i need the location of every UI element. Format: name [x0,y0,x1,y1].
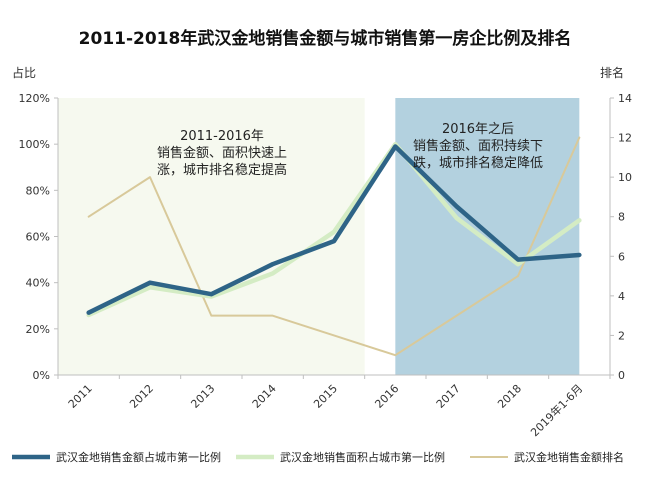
x-tick-label: 2012 [127,382,156,411]
annotation-1-line: 2011-2016年 [180,129,264,144]
chart-title: 2011-2018年武汉金地销售金额与城市销售第一房企比例及排名 [78,29,572,49]
y-right-tick-label: 8 [618,211,625,224]
y-right-tick-label: 12 [618,132,632,145]
x-tick-label: 2015 [311,382,340,411]
y-right-tick-label: 2 [618,329,625,342]
annotation-1-line: 涨，城市排名稳定提高 [157,162,287,178]
y-left-tick-label: 120% [19,92,50,105]
y-left-tick-label: 60% [26,231,50,244]
y-right-tick-label: 6 [618,250,625,263]
legend-label-1: 武汉金地销售金额占城市第一比例 [56,450,221,464]
x-tick-label: 2017 [434,382,463,411]
y-left-tick-label: 20% [26,323,50,336]
shaded-regions [58,98,580,375]
x-tick-label: 2013 [188,382,217,411]
x-tick-label: 2011 [66,382,95,411]
y-left-tick-label: 100% [19,138,50,151]
series-lines [86,136,582,357]
y-right-tick-label: 10 [618,171,632,184]
shaded-region-2 [395,98,580,375]
x-tick-label: 2016 [372,382,401,411]
y-right-tick-label: 4 [618,290,625,303]
annotation-1-line: 销售金额、面积快速上 [157,145,287,161]
annotation-2-line: 跌，城市排名稳定降低 [413,155,543,171]
y-left-tick-label: 80% [26,184,50,197]
series-line-3 [87,136,581,357]
y-axis-left-label: 占比 [12,66,37,80]
series-line-2 [86,141,582,318]
series-line-1 [86,144,582,315]
legend-label-2: 武汉金地销售面积占城市第一比例 [280,450,445,464]
x-tick-label: 2014 [250,382,279,411]
legend-label-3: 武汉金地销售金额排名 [514,450,624,464]
y-right-tick-label: 14 [618,92,632,105]
x-tick-label: 2019年1-6月 [527,381,585,439]
annotation-2-line: 销售金额、面积持续下 [413,138,543,154]
y-left-tick-label: 0% [33,369,50,382]
annotation-2-line: 2016年之后 [442,122,514,137]
y-right-tick-label: 0 [618,369,625,382]
legend: 武汉金地销售金额占城市第一比例 武汉金地销售面积占城市第一比例 武汉金地销售金额排名 [12,450,624,464]
x-tick-label: 2018 [495,382,524,411]
y-left-tick-label: 40% [26,277,50,290]
y-axis-right-label: 排名 [600,66,625,80]
